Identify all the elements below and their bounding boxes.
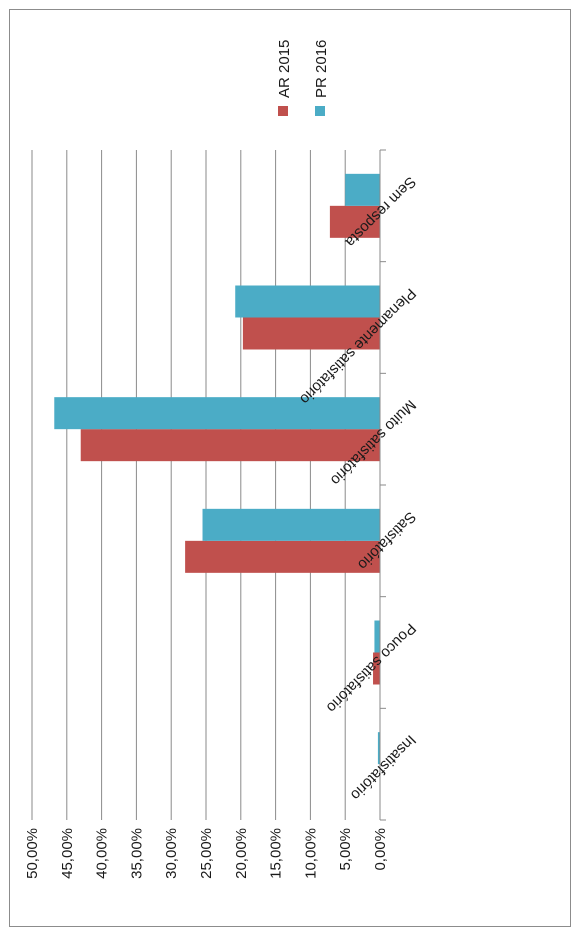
chart-frame (9, 9, 571, 927)
value-tick-labels: 0,00% 5,00% 10,00% 15,00% 20,00% 25,00% 30,00%… (24, 828, 389, 879)
value-tick-label: 15,00% (268, 828, 285, 879)
bar-pr-2016 (202, 508, 380, 541)
legend-label: AR 2015 (276, 40, 293, 98)
value-tick-label: 45,00% (59, 828, 76, 879)
value-tick-label: 35,00% (128, 828, 145, 879)
legend-label: PR 2016 (313, 40, 330, 98)
value-tick-label: 5,00% (337, 828, 354, 871)
value-tick-label: 25,00% (198, 828, 215, 879)
bar-pr-2016 (374, 620, 380, 653)
value-tick-label: 50,00% (24, 828, 41, 879)
bar-ar-2015 (80, 429, 380, 462)
bar-pr-2016 (54, 397, 380, 430)
value-tick-label: 20,00% (233, 828, 250, 879)
bar-ar-2015 (329, 205, 380, 238)
legend: AR 2015 PR 2016 (276, 40, 330, 116)
category-label: Pouco satisfatório (323, 620, 419, 716)
bar-pr-2016 (377, 732, 380, 765)
bar-ar-2015 (242, 317, 380, 350)
value-tick-label: 0,00% (372, 828, 389, 871)
bar-ar-2015 (373, 652, 380, 685)
bar-pr-2016 (345, 173, 380, 206)
value-tick-label: 10,00% (302, 828, 319, 879)
legend-swatch (278, 106, 288, 116)
category-label: Insatisfatório (347, 731, 419, 803)
category-axis (379, 149, 386, 821)
bar-pr-2016 (235, 285, 380, 318)
value-tick-label: 30,00% (163, 828, 180, 879)
bar-ar-2015 (185, 540, 380, 573)
value-tick-label: 40,00% (94, 828, 111, 879)
bars (54, 173, 380, 765)
gridlines (31, 150, 381, 820)
legend-swatch (315, 106, 325, 116)
